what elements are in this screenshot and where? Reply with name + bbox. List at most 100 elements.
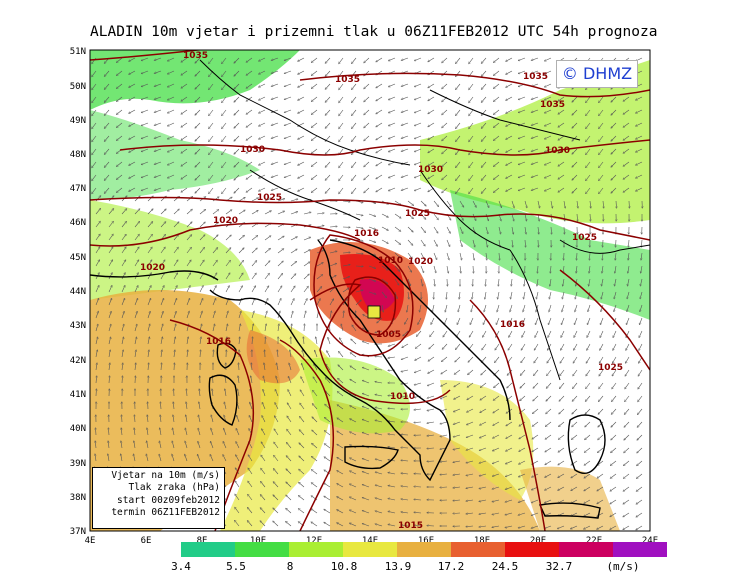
- wind-arrow: [225, 311, 228, 319]
- wind-arrow: [536, 291, 539, 299]
- wind-arrow: [599, 109, 604, 116]
- wind-arrow: [381, 278, 387, 284]
- wind-arrow: [407, 278, 411, 286]
- wind-arrow: [298, 187, 305, 191]
- wind-arrow: [104, 109, 110, 115]
- wind-arrow: [442, 148, 448, 154]
- wind-arrow: [160, 222, 166, 228]
- wind-arrow: [599, 122, 604, 129]
- wind-arrow: [434, 278, 435, 286]
- lat-tick-label: 51N: [70, 47, 86, 57]
- wind-arrow: [298, 161, 305, 165]
- wind-arrow: [259, 122, 266, 126]
- wind-arrow: [498, 226, 501, 234]
- lon-tick-label: 6E: [141, 536, 152, 546]
- wind-arrow: [525, 226, 526, 234]
- wind-arrow: [456, 96, 461, 102]
- wind-arrow: [623, 135, 630, 140]
- wind-arrow: [251, 236, 258, 241]
- wind-arrow: [154, 161, 162, 164]
- wind-arrow: [551, 226, 552, 234]
- wind-arrow: [563, 200, 565, 208]
- wind-arrow: [616, 200, 617, 208]
- wind-arrow: [290, 237, 297, 241]
- wind-arrow: [611, 122, 617, 128]
- wind-arrow: [497, 304, 500, 312]
- wind-arrow: [446, 265, 448, 273]
- wind-arrow: [277, 249, 284, 254]
- wind-arrow: [271, 122, 279, 125]
- wind-arrow: [611, 96, 617, 102]
- wind-arrow: [277, 261, 283, 267]
- wind-arrow: [494, 122, 500, 127]
- wind-arrow: [312, 161, 318, 166]
- wind-arrow: [376, 109, 383, 114]
- wind-arrow: [368, 291, 376, 294]
- wind-arrow: [389, 57, 396, 61]
- wind-arrow: [428, 135, 435, 140]
- wind-arrow: [108, 234, 113, 241]
- wind-arrow: [173, 235, 179, 241]
- wind-arrow: [506, 70, 513, 74]
- wind-arrow: [160, 247, 165, 254]
- wind-arrow: [234, 83, 240, 89]
- wind-arrow: [290, 212, 298, 215]
- wind-arrow: [234, 96, 240, 102]
- wind-arrow: [389, 135, 396, 139]
- wind-arrow: [376, 57, 383, 62]
- wind-arrow: [195, 148, 201, 154]
- isobar-label: 1025: [598, 363, 623, 373]
- wind-arrow: [141, 187, 149, 191]
- wind-arrow: [212, 299, 216, 306]
- wind-arrow: [234, 187, 240, 193]
- wind-arrow: [352, 135, 357, 141]
- wind-arrow: [108, 273, 112, 280]
- wind-arrow: [303, 299, 307, 306]
- wind-arrow: [339, 57, 344, 64]
- wind-arrow: [141, 122, 149, 126]
- wind-arrow: [394, 213, 401, 218]
- wind-arrow: [355, 226, 363, 228]
- wind-arrow: [303, 274, 309, 280]
- wind-arrow: [284, 122, 292, 125]
- wind-arrow: [494, 57, 500, 62]
- wind-arrow: [259, 57, 266, 61]
- wind-arrow: [238, 286, 242, 293]
- wind-arrow: [611, 109, 617, 115]
- wind-arrow: [168, 148, 175, 152]
- wind-arrow: [141, 57, 149, 61]
- wind-arrow: [459, 252, 462, 260]
- wind-arrow: [147, 209, 153, 215]
- wind-arrow: [181, 70, 188, 75]
- wind-arrow: [586, 135, 591, 142]
- wind-arrow: [195, 161, 201, 167]
- wind-arrow: [376, 135, 383, 140]
- wind-arrow: [572, 122, 578, 128]
- wind-arrow: [173, 299, 177, 306]
- wind-arrow: [615, 252, 616, 260]
- wind-arrow: [640, 278, 643, 286]
- wind-arrow: [134, 247, 139, 254]
- wind-arrow: [376, 148, 383, 153]
- wind-arrow: [141, 83, 149, 87]
- wind-arrow: [195, 70, 201, 76]
- isobar-label: 1016: [500, 320, 525, 330]
- wind-arrow: [456, 187, 461, 193]
- wind-arrow: [603, 200, 604, 208]
- scale-value: 13.9: [384, 560, 412, 573]
- wind-arrow: [352, 109, 357, 115]
- wind-arrow: [284, 96, 292, 99]
- info-line-pressure: Tlak zraka (hPa): [128, 482, 220, 494]
- wind-arrow: [405, 317, 409, 324]
- wind-arrow: [614, 291, 617, 299]
- wind-arrow: [277, 211, 284, 215]
- wind-arrow: [401, 174, 409, 177]
- wind-arrow: [511, 200, 514, 208]
- wind-arrow: [251, 299, 255, 306]
- wind-arrow: [259, 109, 266, 113]
- wind-arrow: [329, 311, 331, 319]
- wind-arrow: [407, 252, 412, 259]
- wind-arrow: [389, 148, 396, 152]
- low-pressure-center: [367, 305, 381, 319]
- wind-arrow: [173, 273, 178, 280]
